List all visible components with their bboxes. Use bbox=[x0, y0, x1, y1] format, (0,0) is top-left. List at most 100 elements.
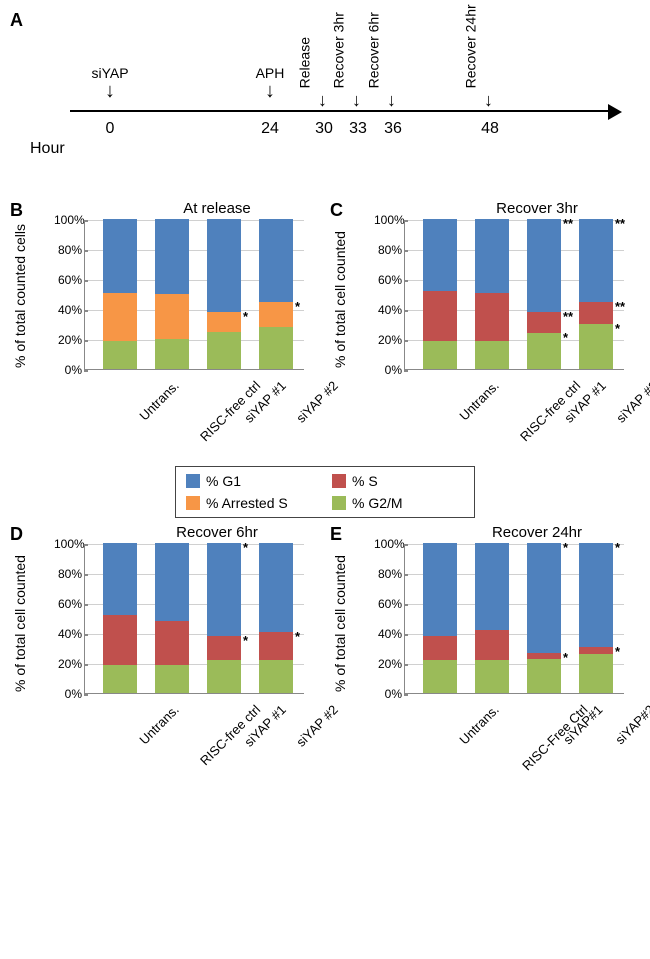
timeline-event: APH↓ bbox=[240, 66, 300, 100]
legend-item: % S bbox=[332, 473, 464, 489]
panel-label: B bbox=[10, 200, 23, 221]
y-tick-label: 0% bbox=[374, 687, 402, 701]
timeline-down-arrow: ↓ bbox=[105, 83, 115, 99]
chart-title: Recover 24hr bbox=[444, 524, 630, 541]
bar-segment bbox=[527, 333, 561, 369]
significance-star: * bbox=[243, 541, 248, 554]
stacked-bar bbox=[423, 543, 457, 693]
y-tick-label: 80% bbox=[54, 567, 82, 581]
chart-c: CRecover 3hr% of total cell counted*****… bbox=[330, 200, 640, 460]
bar-segment bbox=[579, 302, 613, 325]
timeline-down-arrow: ↓ bbox=[387, 90, 396, 111]
stacked-bar bbox=[527, 543, 561, 693]
bar-segment bbox=[475, 543, 509, 630]
panel-label: E bbox=[330, 524, 342, 545]
stacked-bar bbox=[259, 543, 293, 693]
significance-star: ** bbox=[615, 217, 625, 230]
bar-segment bbox=[155, 543, 189, 621]
x-tick-label: siYAP #2 bbox=[614, 378, 650, 426]
bar-segment bbox=[103, 293, 137, 341]
bar-segment bbox=[423, 660, 457, 693]
bar-segment bbox=[475, 630, 509, 660]
stacked-bar bbox=[155, 543, 189, 693]
chart-e: ERecover 24hr% of total cell counted****… bbox=[330, 524, 640, 784]
stacked-bar bbox=[155, 219, 189, 369]
y-axis-label: % of total counted cells bbox=[12, 224, 28, 368]
x-tick-label: Untrans. bbox=[137, 378, 182, 423]
bar-segment bbox=[103, 543, 137, 615]
bar-segment bbox=[103, 665, 137, 694]
y-tick-label: 60% bbox=[374, 273, 402, 287]
bar-segment bbox=[579, 543, 613, 647]
bar-segment bbox=[423, 219, 457, 291]
timeline-event: siYAP↓ bbox=[80, 66, 140, 100]
timeline-event-label: Release bbox=[298, 37, 313, 88]
timeline-hour: 48 bbox=[481, 120, 499, 138]
plot-area: ** bbox=[84, 220, 304, 370]
bar-segment bbox=[207, 660, 241, 693]
bar-segment bbox=[207, 636, 241, 660]
bar-segment bbox=[475, 660, 509, 693]
timeline-down-arrow: ↓ bbox=[318, 90, 327, 111]
legend-swatch bbox=[186, 474, 200, 488]
bar-segment bbox=[259, 543, 293, 632]
y-tick-label: 0% bbox=[374, 363, 402, 377]
y-tick-label: 80% bbox=[374, 567, 402, 581]
stacked-bar bbox=[207, 543, 241, 693]
bar-segment bbox=[475, 341, 509, 370]
panel-label: C bbox=[330, 200, 343, 221]
bar-segment bbox=[423, 291, 457, 341]
significance-star: ** bbox=[563, 310, 573, 323]
bar-segment bbox=[259, 327, 293, 369]
bar-segment bbox=[527, 543, 561, 653]
timeline-down-arrow: ↓ bbox=[265, 83, 275, 99]
timeline-hour: 24 bbox=[261, 120, 279, 138]
bar-segment bbox=[155, 621, 189, 665]
bar-segment bbox=[579, 324, 613, 369]
significance-star: * bbox=[615, 322, 620, 335]
bar-segment bbox=[527, 219, 561, 312]
y-tick-label: 100% bbox=[374, 537, 402, 551]
bar-segment bbox=[259, 660, 293, 693]
legend-swatch bbox=[332, 496, 346, 510]
legend-swatch bbox=[186, 496, 200, 510]
bar-segment bbox=[579, 654, 613, 693]
legend-item: % Arrested S bbox=[186, 495, 318, 511]
stacked-bar bbox=[579, 543, 613, 693]
bar-segment bbox=[155, 219, 189, 294]
bar-segment bbox=[579, 219, 613, 302]
y-axis-label: % of total cell counted bbox=[332, 555, 348, 692]
bar-segment bbox=[103, 615, 137, 665]
y-tick-label: 80% bbox=[54, 243, 82, 257]
legend-label: % G2/M bbox=[352, 495, 403, 511]
y-tick-label: 60% bbox=[374, 597, 402, 611]
significance-star: * bbox=[563, 651, 568, 664]
panel-label: D bbox=[10, 524, 23, 545]
bar-segment bbox=[475, 219, 509, 293]
charts-row-1: BAt release% of total counted cells**0%2… bbox=[10, 200, 640, 460]
significance-star: * bbox=[243, 310, 248, 323]
timeline-event: Recover 3hr bbox=[332, 12, 349, 88]
timeline-arrowhead bbox=[608, 104, 622, 120]
timeline-event-label: Recover 24hr bbox=[464, 4, 479, 88]
x-tick-label: Untrans. bbox=[457, 378, 502, 423]
bar-segment bbox=[155, 294, 189, 339]
legend-label: % Arrested S bbox=[206, 495, 288, 511]
timeline-hour: 33 bbox=[349, 120, 367, 138]
significance-star: * bbox=[563, 331, 568, 344]
x-tick-label: Untrans. bbox=[457, 702, 502, 747]
chart-title: At release bbox=[124, 200, 310, 217]
bar-segment bbox=[259, 632, 293, 661]
bar-segment bbox=[475, 293, 509, 341]
stacked-bar bbox=[259, 219, 293, 369]
timeline-event: Recover 6hr bbox=[367, 12, 384, 88]
stacked-bar bbox=[527, 219, 561, 369]
legend-item: % G1 bbox=[186, 473, 318, 489]
x-tick-label: Untrans. bbox=[137, 702, 182, 747]
y-tick-label: 40% bbox=[374, 303, 402, 317]
charts-row-2: DRecover 6hr% of total cell counted***0%… bbox=[10, 524, 640, 784]
plot-area: *** bbox=[84, 544, 304, 694]
panel-a-label: A bbox=[10, 10, 630, 31]
y-tick-label: 100% bbox=[54, 213, 82, 227]
chart-title: Recover 3hr bbox=[444, 200, 630, 217]
